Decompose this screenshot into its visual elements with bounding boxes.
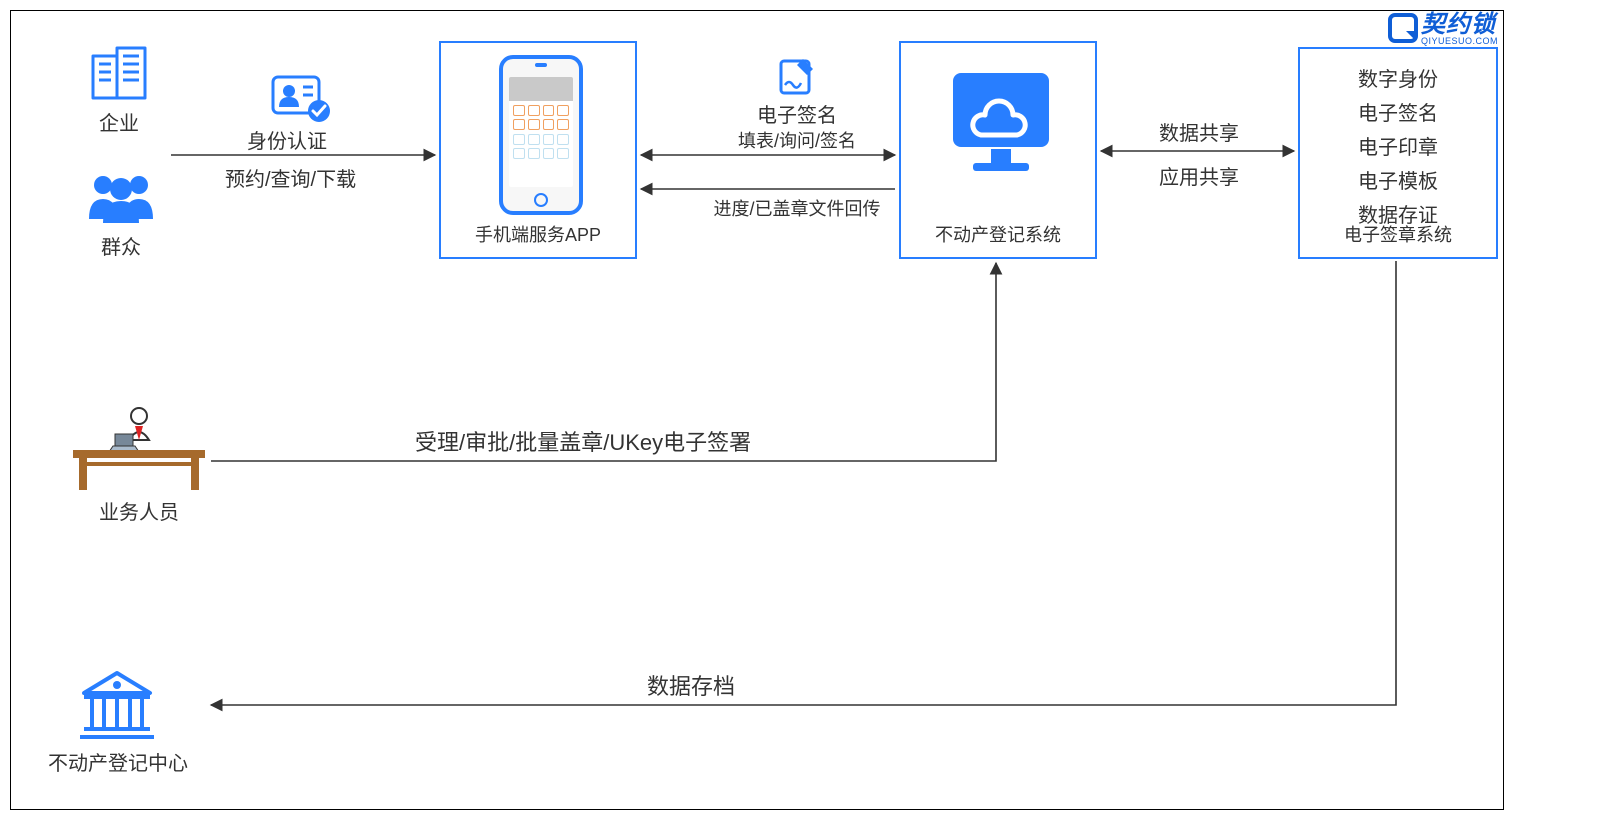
mobile-app-title: 手机端服务APP [441, 221, 635, 247]
logo-en: QIYUESUO.COM [1421, 37, 1498, 46]
sig-item: 电子模板 [1300, 165, 1496, 199]
sig-system-box: 契约锁 QIYUESUO.COM 数字身份 电子签名 电子印章 电子模板 数据存… [1298, 47, 1498, 259]
sign-pad-icon [777, 55, 819, 102]
staff-icon [69, 406, 209, 499]
registry-box: 不动产登记系统 [899, 41, 1097, 259]
label-reserve: 预约/查询/下载 [225, 163, 356, 192]
staff-label: 业务人员 [69, 496, 209, 525]
label-esign: 电子签名 [707, 99, 887, 128]
cloud-monitor-icon [947, 67, 1055, 192]
logo-cn: 契约锁 [1421, 13, 1498, 37]
sig-item: 电子印章 [1300, 131, 1496, 165]
sig-system-title: 电子签章系统 [1300, 221, 1496, 247]
registry-title: 不动产登记系统 [901, 221, 1095, 247]
center-label: 不动产登记中心 [33, 747, 203, 776]
label-staff-flow: 受理/审批/批量盖章/UKey电子签署 [415, 425, 751, 457]
sig-item: 数字身份 [1300, 63, 1496, 97]
public-label: 群众 [81, 231, 161, 260]
label-app-share: 应用共享 [1129, 161, 1269, 190]
sig-item: 电子签名 [1300, 97, 1496, 131]
enterprise-label: 企业 [79, 107, 159, 136]
label-id-auth: 身份认证 [247, 125, 327, 154]
diagram-canvas: 企业 群众 [10, 10, 1504, 810]
label-archive: 数据存档 [647, 669, 735, 701]
phone-mock-icon [499, 55, 583, 215]
label-data-share: 数据共享 [1129, 117, 1269, 146]
label-fill: 填表/询问/签名 [707, 127, 887, 153]
public-icon [81, 171, 161, 226]
center-icon [78, 669, 156, 741]
mobile-app-box: 手机端服务APP [439, 41, 637, 259]
label-progress: 进度/已盖章文件回传 [681, 195, 913, 221]
id-auth-icon [269, 73, 333, 128]
qiyuesuo-logo: 契约锁 QIYUESUO.COM [1388, 13, 1498, 46]
enterprise-icon [89, 46, 149, 101]
